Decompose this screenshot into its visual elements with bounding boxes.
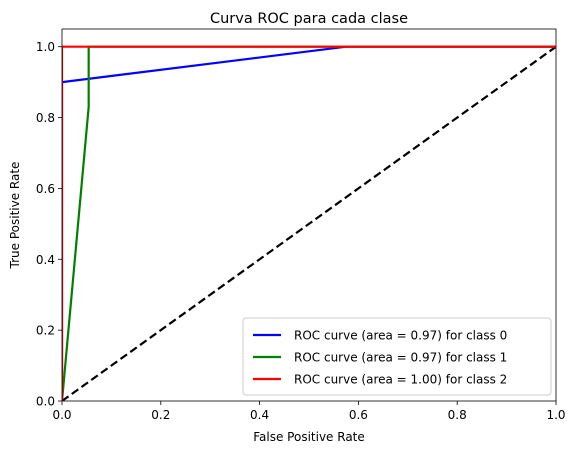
x-tick-label: 0.8: [448, 408, 467, 422]
x-axis-label: False Positive Rate: [253, 430, 365, 444]
x-tick-label: 0.4: [250, 408, 269, 422]
legend-label-class-0: ROC curve (area = 0.97) for class 0: [294, 329, 507, 343]
series-layer: [62, 45, 556, 401]
legend-label-class-2: ROC curve (area = 1.00) for class 2: [294, 373, 507, 387]
y-axis-label: True Positive Rate: [8, 162, 22, 270]
y-tick-label: 0.4: [36, 253, 55, 267]
x-axis-ticks: 0.0 0.2 0.4 0.6 0.8 1.0: [52, 401, 566, 422]
y-tick-label: 1.0: [36, 40, 55, 54]
legend: ROC curve (area = 0.97) for class 0 ROC …: [242, 317, 552, 396]
y-tick-label: 0.6: [36, 182, 55, 196]
y-tick-label: 0.0: [36, 395, 55, 409]
legend-label-class-1: ROC curve (area = 0.97) for class 1: [294, 351, 507, 365]
chart-title: Curva ROC para cada clase: [210, 11, 408, 27]
chance-diagonal-line: [62, 45, 556, 401]
x-tick-label: 0.2: [151, 408, 170, 422]
plot-frame: [61, 28, 557, 402]
y-tick-label: 0.2: [36, 324, 55, 338]
y-tick-label: 0.8: [36, 111, 55, 125]
x-tick-label: 1.0: [546, 408, 565, 422]
y-axis-ticks: 0.0 0.2 0.4 0.6 0.8 1.0: [36, 40, 62, 409]
plot-area: 0.0 0.2 0.4 0.6 0.8 1.0 0.0 0.2 0.4 0.6 0.8 1.0: [36, 28, 566, 422]
x-tick-label: 0.6: [349, 408, 368, 422]
roc-line-class-2: [62, 45, 556, 401]
x-tick-label: 0.0: [52, 408, 71, 422]
legend-frame: [242, 317, 552, 396]
